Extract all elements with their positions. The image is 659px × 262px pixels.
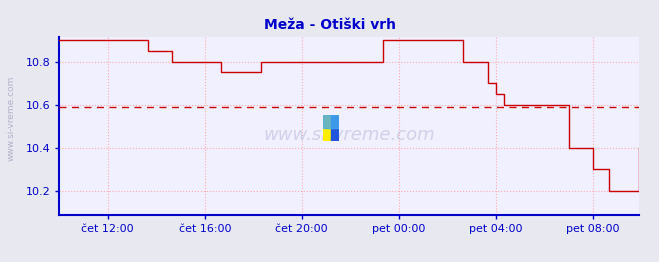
Bar xyxy=(323,115,331,141)
Text: www.si-vreme.com: www.si-vreme.com xyxy=(7,75,16,161)
Text: Meža - Otiški vrh: Meža - Otiški vrh xyxy=(264,18,395,32)
Bar xyxy=(331,115,339,141)
Text: www.si-vreme.com: www.si-vreme.com xyxy=(264,126,435,144)
Polygon shape xyxy=(323,115,339,128)
